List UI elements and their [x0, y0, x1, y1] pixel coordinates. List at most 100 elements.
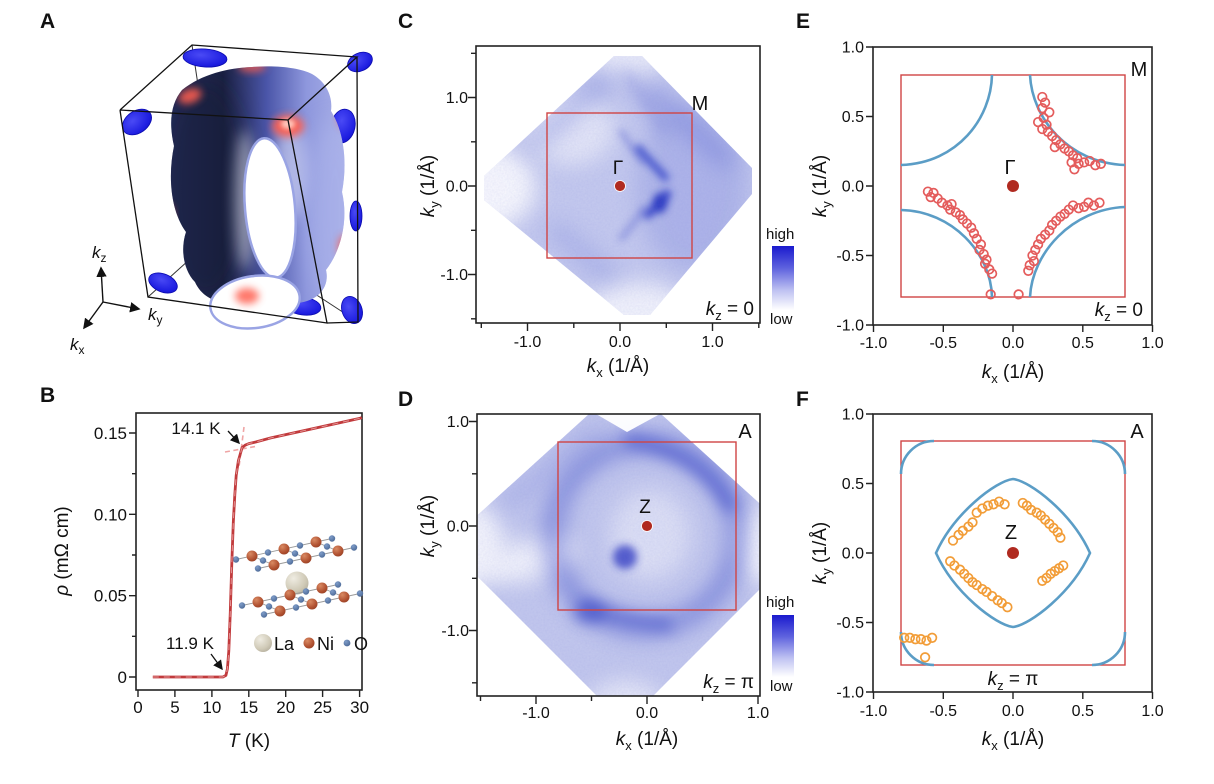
kf-data-point [945, 204, 956, 215]
y-tick-marks [129, 432, 136, 678]
kf-data-point [1052, 527, 1063, 538]
x-tick-marks [872, 692, 1154, 699]
panel-label-f: F [796, 388, 809, 411]
ni-legend-swatch [303, 637, 315, 649]
atom-legend: La Ni O [254, 634, 368, 654]
y-tick-label: 0.0 [446, 179, 468, 196]
plot-frame [475, 45, 761, 324]
x-axis-label: kx (1/Å) [982, 729, 1044, 753]
kf-data-point [1032, 239, 1044, 250]
kf-data-point [1037, 91, 1048, 103]
kf-data-point [968, 228, 980, 239]
panel-label-b: B [40, 384, 56, 407]
brillouin-zone-box [119, 44, 359, 324]
resistivity-curve-highlight [152, 417, 362, 678]
kf-data-point [977, 503, 988, 514]
tc-onset-arrow [227, 430, 240, 445]
kf-data-point [1078, 201, 1090, 212]
kf-data-point [978, 248, 989, 260]
y-tick-label: 0.0 [842, 179, 864, 196]
y-tick-label: -1.0 [441, 623, 469, 640]
z-point-marker [641, 520, 653, 532]
colorbar [772, 615, 794, 677]
panel-label-e: E [796, 10, 811, 33]
x-tick-label: 0.5 [1072, 703, 1094, 720]
a-point-label: A [738, 421, 752, 443]
m-point-label: M [692, 93, 709, 115]
kf-data-point [1039, 97, 1051, 108]
y-tick-label: 0 [118, 668, 127, 687]
kf-data-point [1044, 107, 1055, 118]
y-tick-label: 0.0 [447, 519, 469, 536]
tc-zero-arrow [210, 653, 223, 671]
x-axis-label: kx (1/Å) [587, 356, 649, 380]
x-tick-marks [872, 325, 1154, 332]
kf-data-point [1046, 219, 1058, 231]
o-legend-label: O [354, 634, 368, 654]
gamma-point-marker [1007, 180, 1019, 192]
kf-data-point [985, 289, 996, 300]
fermi-surface-3d-plot: kz ky kx [70, 44, 373, 357]
la-legend-swatch [254, 634, 272, 652]
kf-data-point [1094, 197, 1105, 208]
x-tick-label: -0.5 [929, 703, 957, 720]
o-legend-swatch [343, 639, 351, 647]
a-point-label: A [1130, 421, 1144, 443]
kf-data-point [966, 222, 977, 233]
x-tick-label: 0.0 [1002, 703, 1024, 720]
x-tick-label: 1.0 [1141, 703, 1163, 720]
x-tick-label: 30 [350, 698, 369, 717]
kf-data-point [1055, 532, 1066, 543]
kf-data-point [993, 496, 1005, 507]
map-top-notch [596, 414, 660, 432]
x-tick-label: -1.0 [860, 335, 888, 352]
x-tick-label: 5 [170, 698, 179, 717]
kf-data-point [1037, 575, 1048, 586]
y-tick-label: 1.0 [447, 414, 469, 431]
y-tick-label: 0.0 [842, 546, 864, 563]
crystal-structure-inset [232, 535, 364, 618]
x-axis-label: T (K) [228, 731, 270, 752]
colorbar-high-label: high [766, 594, 794, 611]
plot-frame [476, 413, 761, 697]
kf-data-point [1088, 200, 1100, 211]
kf-data-point [947, 535, 959, 546]
kf-data-point [904, 632, 915, 643]
z-point-label: Z [639, 497, 651, 518]
x-tick-marks [137, 690, 361, 697]
axis-label-kx: kx [70, 335, 85, 357]
x-tick-label: 0 [133, 698, 142, 717]
kf-data-point [1027, 250, 1038, 261]
kf-data-point [1095, 158, 1107, 169]
kf-data-point [899, 632, 910, 643]
brillouin-zone-outline [900, 74, 1126, 298]
kf-data-point [936, 197, 948, 208]
kf-data-point [925, 191, 936, 203]
kf-data-point [1002, 602, 1013, 613]
x-tick-label: 0.0 [609, 334, 631, 351]
fermi-surface-sheet [170, 66, 345, 330]
kf-data-point [1037, 123, 1048, 135]
m-point-label: M [1131, 59, 1148, 81]
kf-data-point [1090, 160, 1101, 171]
kf-data-point [1024, 260, 1035, 271]
x-tick-label: 1.0 [1141, 335, 1163, 352]
x-tick-label: 0.5 [1072, 335, 1094, 352]
y-tick-marks [469, 420, 477, 684]
y-axis-label: ρ (mΩ cm) [52, 506, 73, 596]
kf-data-point [1030, 244, 1041, 256]
kz-note: kz = π [703, 672, 754, 696]
axis-label-ky: ky [148, 305, 163, 327]
kf-data-point [1078, 157, 1090, 168]
fermi-contours-kzpi: Z A kz = π kx (1/Å) ky (1/Å) -1.0 -0.5 0.0… [810, 407, 1164, 754]
colorbar-high-label: high [766, 226, 794, 243]
kf-data-point [1025, 504, 1037, 516]
y-tick-label: -1.0 [836, 685, 864, 702]
momentum-axes-triad [83, 266, 141, 330]
kf-data-point [986, 268, 998, 279]
y-tick-marks [866, 46, 873, 326]
brillouin-zone-outline [900, 440, 1126, 666]
x-tick-label: 1.0 [747, 705, 769, 722]
kf-data-points [922, 91, 1107, 300]
